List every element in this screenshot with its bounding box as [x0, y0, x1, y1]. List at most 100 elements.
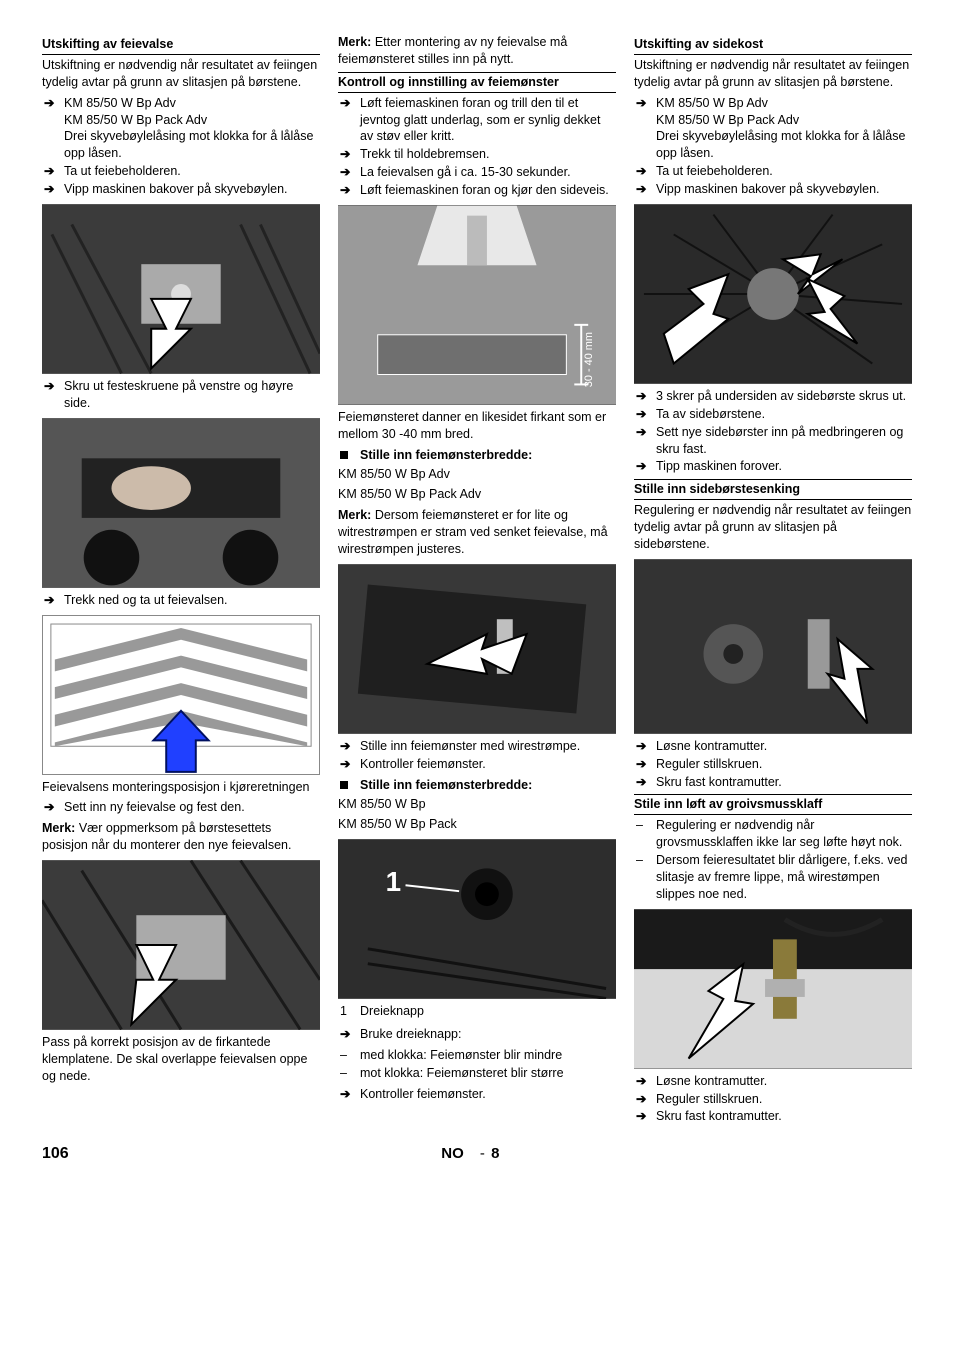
option-list: Regulering er nødvendig når grovsmusskla… — [634, 817, 912, 902]
step-item: Bruke dreieknapp: — [338, 1026, 616, 1043]
step-text: Drei skyvebøylelåsing mot klokka for å l… — [64, 129, 313, 160]
step-item: KM 85/50 W Bp Adv KM 85/50 W Bp Pack Adv… — [634, 95, 912, 163]
column-3: Utskifting av sidekost Utskiftning er nø… — [634, 32, 912, 1129]
step-item: Trekk ned og ta ut feievalsen. — [42, 592, 320, 609]
figure-clamp-plates — [42, 860, 320, 1030]
step-item: Skru ut festeskruene på venstre og høyre… — [42, 378, 320, 412]
step-item: Tipp maskinen forover. — [634, 458, 912, 475]
step-text: KM 85/50 W Bp Pack Adv — [656, 113, 799, 127]
step-list: Stille inn feiemønster med wirestrømpe. … — [338, 738, 616, 773]
legend-list: 1Dreieknapp — [338, 1003, 616, 1020]
option-item: Regulering er nødvendig når grovsmusskla… — [634, 817, 912, 851]
note-label: Merk: — [338, 35, 371, 49]
language-code: NO — [441, 1145, 464, 1162]
step-item: Løft feiemaskinen foran og trill den til… — [338, 95, 616, 146]
step-item: Løft feiemaskinen foran og kjør den side… — [338, 182, 616, 199]
figure-caption: Feiemønsteret danner en likesidet firkan… — [338, 409, 616, 443]
model-line: KM 85/50 W Bp Pack — [338, 816, 616, 833]
section-title: Stille inn sidebørstesenking — [634, 479, 912, 500]
step-item: La feievalsen gå i ca. 15-30 sekunder. — [338, 164, 616, 181]
column-2: Merk: Etter montering av ny feievalse må… — [338, 32, 616, 1129]
step-item: Stille inn feiemønster med wirestrømpe. — [338, 738, 616, 755]
figure-sweep-pattern: 30 - 40 mm — [338, 205, 616, 405]
subheading: Stille inn feiemønsterbredde: — [338, 777, 616, 794]
step-list: Sett inn ny feievalse og fest den. — [42, 799, 320, 816]
figure-side-brush — [634, 204, 912, 384]
step-text: Drei skyvebøylelåsing mot klokka for å l… — [656, 129, 905, 160]
figure-roller-screws — [42, 204, 320, 374]
subheading: Stille inn feiemønsterbredde: — [338, 447, 616, 464]
intro-text: Utskiftning er nødvendig når resultatet … — [42, 57, 320, 91]
step-text: KM 85/50 W Bp Adv — [656, 96, 768, 110]
step-item: Kontroller feiemønster. — [338, 756, 616, 773]
option-item: mot klokka: Feiemønsteret blir større — [338, 1065, 616, 1082]
step-list: KM 85/50 W Bp Adv KM 85/50 W Bp Pack Adv… — [42, 95, 320, 198]
step-item: KM 85/50 W Bp Adv KM 85/50 W Bp Pack Adv… — [42, 95, 320, 163]
figure-caption: Feievalsens monteringsposisjon i kjørere… — [42, 779, 320, 796]
step-item: Sett nye sidebørster inn på medbringeren… — [634, 424, 912, 458]
step-item: Løsne kontramutter. — [634, 738, 912, 755]
step-list: Skru ut festeskruene på venstre og høyre… — [42, 378, 320, 412]
step-list: Trekk ned og ta ut feievalsen. — [42, 592, 320, 609]
subheading-list: Stille inn feiemønsterbredde: — [338, 447, 616, 464]
step-item: Vipp maskinen bakover på skyvebøylen. — [42, 181, 320, 198]
dimension-label: 30 - 40 mm — [583, 332, 595, 387]
step-list: Løsne kontramutter. Reguler stillskruen.… — [634, 738, 912, 791]
step-item: Ta av sidebørstene. — [634, 406, 912, 423]
note-body: Vær oppmerksom på børstesettets posisjon… — [42, 821, 291, 852]
step-item: Ta ut feiebeholderen. — [634, 163, 912, 180]
step-item: Reguler stillskruen. — [634, 1091, 912, 1108]
section-title: Kontroll og innstilling av feiemønster — [338, 72, 616, 93]
page-footer: 106 NO - 8 — [42, 1143, 912, 1165]
step-item: Skru fast kontramutter. — [634, 774, 912, 791]
note-text: Merk: Etter montering av ny feievalse må… — [338, 34, 616, 68]
column-1: Utskifting av feievalse Utskiftning er n… — [42, 32, 320, 1129]
note-text: Merk: Dersom feiemønsteret er for lite o… — [338, 507, 616, 558]
figure-chevron-diagram — [42, 615, 320, 775]
step-list: 3 skrer på undersiden av sidebørste skru… — [634, 388, 912, 475]
step-list: Løsne kontramutter. Reguler stillskruen.… — [634, 1073, 912, 1126]
page-number-left: 106 — [42, 1143, 69, 1165]
step-item: Løsne kontramutter. — [634, 1073, 912, 1090]
intro-text: Regulering er nødvendig når resultatet a… — [634, 502, 912, 553]
step-item: Trekk til holdebremsen. — [338, 146, 616, 163]
step-item: Vipp maskinen bakover på skyvebøylen. — [634, 181, 912, 198]
section-title: Utskifting av sidekost — [634, 35, 912, 55]
step-list: KM 85/50 W Bp Adv KM 85/50 W Bp Pack Adv… — [634, 95, 912, 198]
note-body: Dersom feiemønsteret er for lite og witr… — [338, 508, 608, 556]
step-item: Ta ut feiebeholderen. — [42, 163, 320, 180]
figure-side-brush-lower — [634, 559, 912, 734]
callout-number: 1 — [386, 866, 401, 897]
step-item: Kontroller feiemønster. — [338, 1086, 616, 1103]
figure-rotary-knob: 1 — [338, 839, 616, 999]
subheading-list: Stille inn feiemønsterbredde: — [338, 777, 616, 794]
section-title: Utskifting av feievalse — [42, 35, 320, 55]
step-text: KM 85/50 W Bp Adv — [64, 96, 176, 110]
figure-wire-adjust — [338, 564, 616, 734]
legend-item: 1Dreieknapp — [338, 1003, 616, 1020]
figure-remove-roller — [42, 418, 320, 588]
option-list: med klokka: Feiemønster blir mindre mot … — [338, 1047, 616, 1082]
note-body: Etter montering av ny feievalse må feiem… — [338, 35, 567, 66]
note-label: Merk: — [42, 821, 75, 835]
step-item: Reguler stillskruen. — [634, 756, 912, 773]
figure-caption: Pass på korrekt posisjon av de firkanted… — [42, 1034, 320, 1085]
note-text: Merk: Vær oppmerksom på børstesettets po… — [42, 820, 320, 854]
model-line: KM 85/50 W Bp Adv — [338, 466, 616, 483]
figure-flap-adjust — [634, 909, 912, 1069]
step-text: KM 85/50 W Bp Pack Adv — [64, 113, 207, 127]
page-columns: Utskifting av feievalse Utskiftning er n… — [42, 32, 912, 1129]
step-list: Løft feiemaskinen foran og trill den til… — [338, 95, 616, 199]
legend-number: 1 — [340, 1003, 347, 1020]
separator: - — [480, 1145, 485, 1162]
step-list: Bruke dreieknapp: — [338, 1026, 616, 1043]
section-title: Stile inn løft av groivsmussklaff — [634, 794, 912, 815]
step-list: Kontroller feiemønster. — [338, 1086, 616, 1103]
model-line: KM 85/50 W Bp — [338, 796, 616, 813]
intro-text: Utskiftning er nødvendig når resultatet … — [634, 57, 912, 91]
step-item: 3 skrer på undersiden av sidebørste skru… — [634, 388, 912, 405]
option-item: Dersom feieresultatet blir dårligere, f.… — [634, 852, 912, 903]
step-item: Sett inn ny feievalse og fest den. — [42, 799, 320, 816]
note-label: Merk: — [338, 508, 371, 522]
step-item: Skru fast kontramutter. — [634, 1108, 912, 1125]
